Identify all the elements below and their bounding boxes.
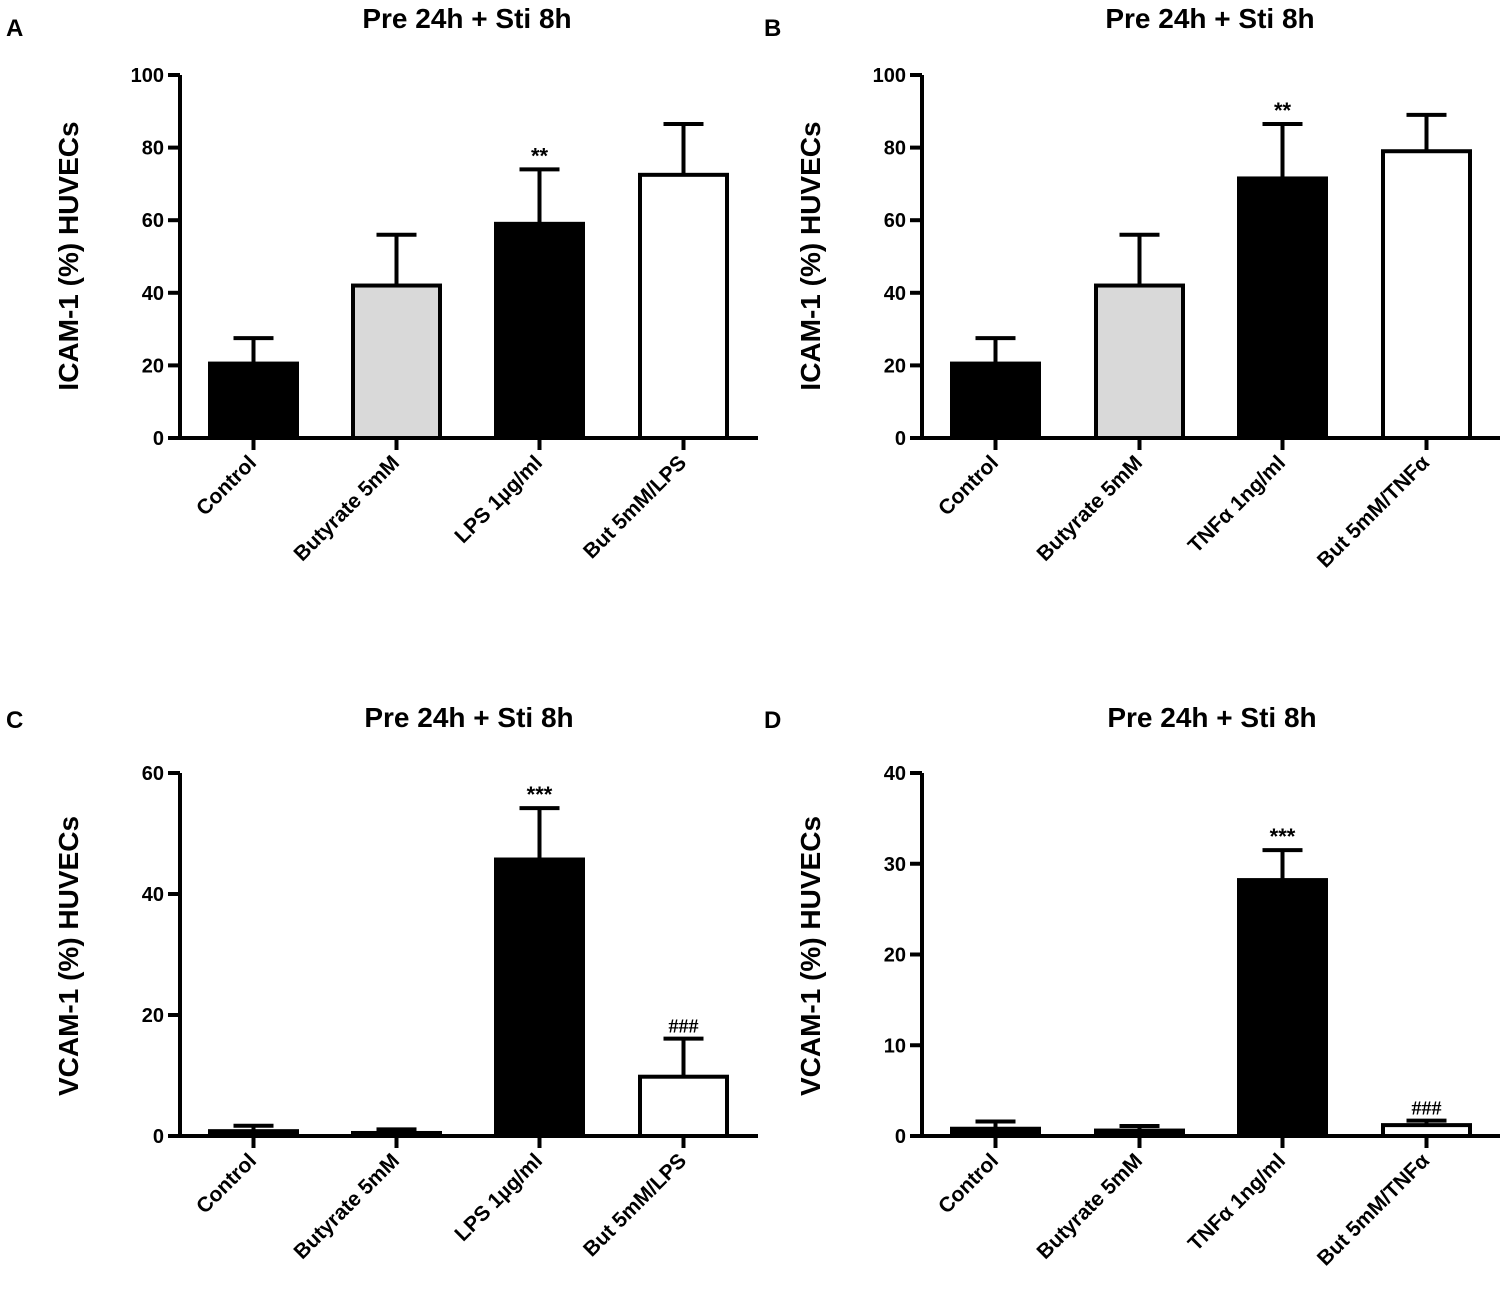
y-axis-label: ICAM-1 (%) HUVECs xyxy=(795,121,826,390)
y-tick-label: 40 xyxy=(884,283,906,305)
y-tick-label: 60 xyxy=(142,763,164,785)
chart-title: Pre 24h + Sti 8h xyxy=(362,3,571,34)
y-axis-label: VCAM-1 (%) HUVECs xyxy=(795,816,826,1096)
bar xyxy=(950,1126,1041,1138)
bar xyxy=(1094,1128,1185,1139)
category-label: But 5mM/LPS xyxy=(579,1149,691,1261)
category-label: Control xyxy=(192,1149,261,1218)
significance-hash-label: ### xyxy=(669,1016,699,1038)
bar xyxy=(1237,176,1328,441)
bar xyxy=(638,172,729,440)
y-tick-label: 40 xyxy=(142,283,164,305)
y-tick-label: 100 xyxy=(131,65,164,87)
bar xyxy=(1381,149,1472,440)
panel-d: D Pre 24h + Sti 8h VCAM-1 (%) HUVECs 0 10… xyxy=(764,702,1500,1270)
category-label: LPS 1µg/ml xyxy=(450,451,547,548)
y-tick-label: 0 xyxy=(153,1126,164,1148)
bar xyxy=(208,1129,299,1139)
category-label: Butyrate 5mM xyxy=(1033,451,1147,565)
panel-letter: C xyxy=(6,707,23,734)
panel-letter: B xyxy=(764,15,781,42)
bar xyxy=(950,361,1041,440)
y-tick-label: 0 xyxy=(153,428,164,450)
category-label: Butyrate 5mM xyxy=(1033,1149,1147,1263)
bar xyxy=(494,857,585,1138)
significance-star-label: ** xyxy=(531,143,549,168)
y-tick-label: 40 xyxy=(884,763,906,785)
chart-title: Pre 24h + Sti 8h xyxy=(1105,3,1314,34)
y-tick-label: 100 xyxy=(873,65,906,87)
y-tick-label: 20 xyxy=(884,945,906,967)
category-label: TNFα 1ng/ml xyxy=(1184,1149,1290,1255)
y-tick-label: 20 xyxy=(884,355,906,377)
y-tick-label: 30 xyxy=(884,854,906,876)
panel-a: A Pre 24h + Sti 8h ICAM-1 (%) HUVECs 0 20… xyxy=(6,3,758,566)
y-tick-label: 80 xyxy=(142,138,164,160)
y-axis-label: VCAM-1 (%) HUVECs xyxy=(53,816,84,1096)
y-tick-label: 60 xyxy=(142,210,164,232)
bar xyxy=(494,221,585,440)
y-tick-label: 60 xyxy=(884,210,906,232)
bar xyxy=(1094,283,1185,441)
bar xyxy=(1237,878,1328,1139)
category-label: Control xyxy=(934,451,1003,520)
y-axis-label: ICAM-1 (%) HUVECs xyxy=(53,121,84,390)
category-label: Control xyxy=(934,1149,1003,1218)
bar xyxy=(351,283,442,441)
bar xyxy=(208,361,299,440)
category-label: Butyrate 5mM xyxy=(290,1149,404,1263)
chart-title: Pre 24h + Sti 8h xyxy=(1107,702,1316,733)
chart-title: Pre 24h + Sti 8h xyxy=(364,702,573,733)
category-label: But 5mM/TNFα xyxy=(1313,1149,1434,1270)
bar xyxy=(351,1130,442,1138)
y-tick-label: 40 xyxy=(142,884,164,906)
y-tick-label: 20 xyxy=(142,1005,164,1027)
bar xyxy=(1381,1123,1472,1138)
y-tick-label: 20 xyxy=(142,355,164,377)
bar xyxy=(638,1074,729,1138)
panel-b: B Pre 24h + Sti 8h ICAM-1 (%) HUVECs 0 20… xyxy=(764,3,1500,572)
y-tick-label: 80 xyxy=(884,138,906,160)
y-tick-label: 0 xyxy=(895,428,906,450)
category-label: Butyrate 5mM xyxy=(290,451,404,565)
panel-letter: D xyxy=(764,707,781,734)
category-label: TNFα 1ng/ml xyxy=(1184,451,1290,557)
category-label: But 5mM/LPS xyxy=(579,451,691,563)
significance-star-label: *** xyxy=(1270,824,1296,849)
y-tick-label: 10 xyxy=(884,1035,906,1057)
category-label: Control xyxy=(192,451,261,520)
significance-star-label: *** xyxy=(527,782,553,807)
significance-star-label: ** xyxy=(1274,98,1292,123)
panel-letter: A xyxy=(6,15,23,42)
y-tick-label: 0 xyxy=(895,1126,906,1148)
category-label: LPS 1µg/ml xyxy=(450,1149,547,1246)
significance-hash-label: ### xyxy=(1412,1098,1442,1120)
panel-c: C Pre 24h + Sti 8h VCAM-1 (%) HUVECs 0 20… xyxy=(6,702,758,1264)
category-label: But 5mM/TNFα xyxy=(1313,451,1434,572)
